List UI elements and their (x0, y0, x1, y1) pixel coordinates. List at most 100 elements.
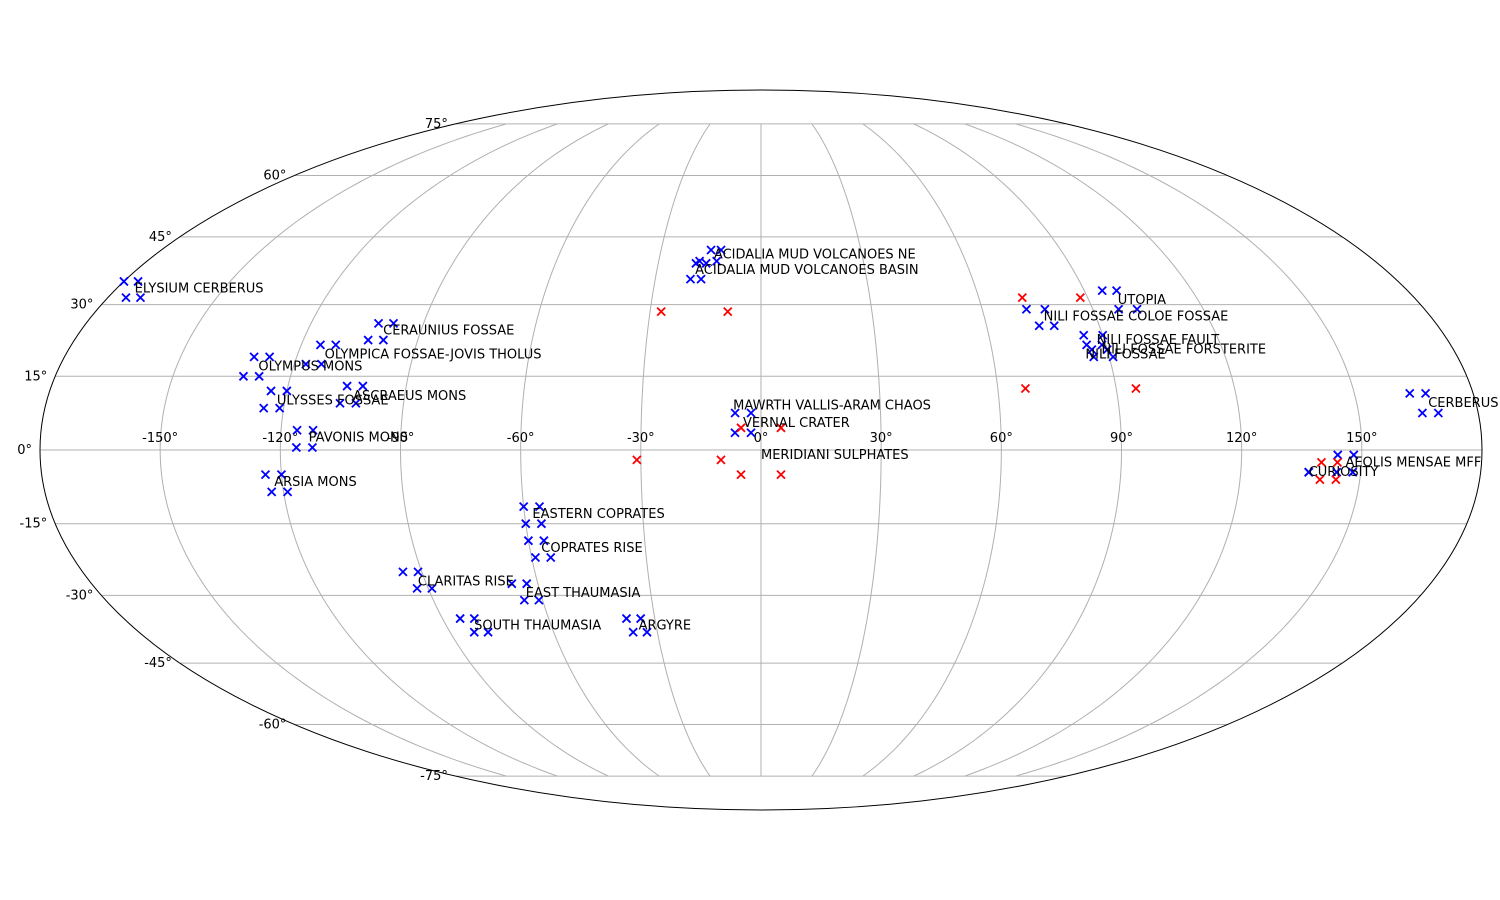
data-point-x-marker (746, 408, 756, 418)
data-point-x-marker (259, 403, 269, 413)
data-point-x-marker (716, 455, 726, 465)
data-point-x-marker (358, 381, 368, 391)
data-point-x-marker (507, 579, 517, 589)
data-point-x-marker (776, 470, 786, 480)
site-label: ASCRAEUS MONS (353, 389, 466, 404)
site-label: MERIDIANI SULPHATES (761, 448, 909, 463)
data-point-x-marker (331, 340, 341, 350)
data-point-x-marker (133, 276, 143, 287)
y-tick-label: 60° (263, 169, 286, 184)
data-point-x-marker (534, 501, 545, 512)
data-point-x-marker (238, 371, 249, 381)
data-points (119, 245, 1443, 637)
data-point-x-marker (530, 552, 541, 563)
data-point-x-marker (282, 386, 292, 396)
data-point-x-marker (1021, 304, 1032, 314)
data-point-x-marker (1034, 321, 1044, 331)
map-frame (39, 89, 1483, 811)
data-point-x-marker (534, 595, 544, 605)
data-point-x-marker (483, 627, 493, 637)
data-point-x-marker (1108, 352, 1118, 362)
data-point-x-marker (1332, 467, 1342, 477)
meridian-120 (964, 123, 1243, 777)
data-point-x-marker (1420, 388, 1431, 399)
data-point-x-marker (427, 583, 437, 594)
site-label: EASTERN COPRATES (532, 507, 664, 522)
data-point-x-marker (1075, 292, 1085, 303)
data-point-x-marker (388, 318, 399, 329)
data-point-x-marker (1304, 467, 1314, 477)
meridian--30 (640, 123, 711, 777)
data-point-x-marker (315, 340, 326, 350)
meridian--90 (399, 123, 609, 777)
data-point-x-marker (1079, 330, 1089, 340)
data-point-x-marker (301, 359, 311, 369)
site-label: MAWRTH VALLIS-ARAM CHAOS (733, 399, 931, 414)
data-point-x-marker (1348, 467, 1358, 477)
site-label: ARSIA MONS (274, 475, 356, 490)
data-point-x-marker (469, 627, 479, 637)
data-point-x-marker (1049, 321, 1059, 331)
x-tick-label: 30° (870, 431, 893, 446)
data-point-x-marker (121, 292, 131, 303)
data-point-x-marker (469, 613, 479, 624)
data-point-x-marker (1333, 450, 1343, 460)
site-label: CERAUNIUS FOSSAE (383, 324, 514, 339)
data-point-x-marker (254, 371, 264, 381)
data-point-x-marker (1417, 408, 1428, 418)
data-point-x-marker (267, 487, 277, 497)
data-point-x-marker (1102, 345, 1112, 355)
data-point-x-marker (1131, 383, 1141, 394)
data-point-x-marker (342, 381, 352, 391)
y-tick-label: 0° (17, 443, 32, 458)
data-point-x-marker (291, 442, 302, 453)
site-label: ACIDALIA MUD VOLCANOES BASIN (695, 263, 919, 278)
data-point-x-marker (685, 274, 696, 284)
x-tick-label: -60° (507, 431, 535, 446)
site-label: ELYSIUM CERBERUS (135, 281, 264, 296)
data-point-x-marker (546, 552, 556, 563)
graticule (40, 123, 1482, 777)
data-point-x-marker (1332, 457, 1343, 467)
data-point-x-marker (1017, 292, 1027, 303)
site-label: OLYMPUS MONS (258, 360, 362, 375)
site-label: COPRATES RISE (541, 541, 642, 556)
x-tick-label: 150° (1346, 431, 1377, 446)
data-point-x-marker (351, 398, 361, 408)
data-point-x-marker (363, 335, 373, 345)
y-tick-label: -45° (144, 656, 172, 671)
data-point-x-marker (519, 595, 529, 605)
data-point-x-marker (264, 352, 275, 362)
data-point-x-marker (1349, 450, 1359, 460)
data-point-x-marker (249, 352, 259, 362)
meridian--120 (279, 123, 558, 777)
site-label: SOUTH THAUMASIA (474, 618, 601, 633)
data-point-x-marker (1316, 457, 1327, 467)
data-point-x-marker (691, 258, 701, 268)
data-point-x-marker (723, 306, 733, 317)
data-point-x-marker (276, 470, 287, 480)
data-point-x-marker (696, 274, 706, 284)
data-point-x-marker (413, 567, 423, 577)
site-label: CURIOSITY (1309, 465, 1379, 480)
data-point-x-marker (642, 627, 652, 637)
data-point-x-marker (260, 470, 271, 480)
data-point-x-marker (536, 519, 547, 529)
y-tick-label: 30° (70, 298, 93, 313)
x-tick-label: 60° (990, 431, 1013, 446)
y-tick-label: 45° (149, 230, 172, 245)
data-point-x-marker (776, 423, 786, 433)
site-label: NILI FOSSAE (1085, 347, 1165, 362)
data-point-x-marker (736, 470, 746, 480)
data-point-x-marker (628, 627, 638, 637)
x-tick-label: -90° (387, 431, 415, 446)
data-point-x-marker (1097, 286, 1107, 296)
data-point-x-marker (1405, 388, 1415, 399)
site-label: UTOPIA (1118, 293, 1166, 308)
data-point-x-marker (1315, 474, 1325, 485)
meridian-60 (862, 123, 1002, 777)
data-point-x-marker (412, 583, 422, 594)
site-label: VERNAL CRATER (743, 416, 850, 431)
site-label: CLARITAS RISE (418, 574, 514, 589)
